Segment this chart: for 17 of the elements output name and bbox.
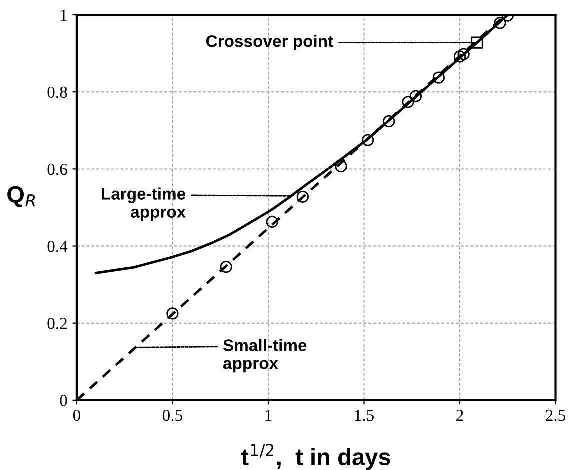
x-axis-title: t$^{1/2}$, t in days <box>241 444 390 470</box>
x-tick-label: 2.5 <box>546 410 566 422</box>
y-tick-label: 0.6 <box>48 164 68 176</box>
x-tick-label: 0.5 <box>162 410 182 422</box>
x-tick-label: 1.5 <box>355 410 374 422</box>
x-tick-label: 1 <box>266 410 272 422</box>
y-tick-label: 1 <box>61 10 67 21</box>
y-tick-label: 0.2 <box>48 318 68 330</box>
y-axis-title: Q$_{R}$ <box>8 186 36 208</box>
y-tick-label: 0.8 <box>48 86 68 98</box>
x-tick-label: 0 <box>73 410 80 422</box>
annotation: Crossover point <box>206 35 334 51</box>
annotation: Small-time approx <box>223 339 307 373</box>
x-tick-label: 2 <box>456 410 464 422</box>
annotation: Large-time approx <box>102 188 186 222</box>
y-tick-label: 0 <box>60 395 68 406</box>
y-tick-label: 0.4 <box>48 240 68 252</box>
